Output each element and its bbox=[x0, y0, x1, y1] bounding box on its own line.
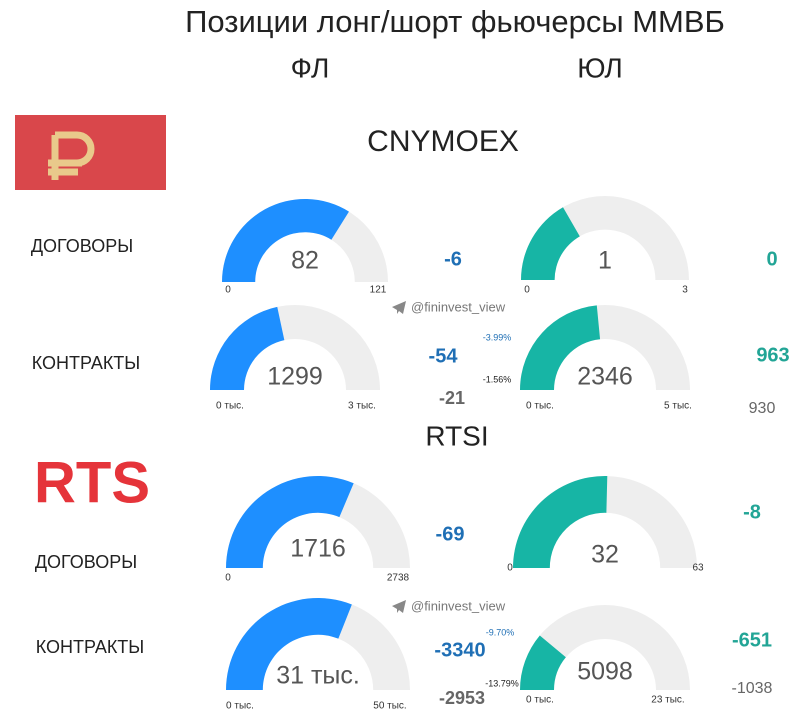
change-annotation: 930 bbox=[749, 400, 776, 417]
change-annotation: -8 bbox=[743, 501, 761, 523]
change-annotation: -651 bbox=[732, 629, 772, 651]
title: Позиции лонг/шорт фьючерсы ММВБ bbox=[185, 4, 725, 39]
change-annotation: -9.70% bbox=[486, 627, 515, 637]
rts-logo: RTS bbox=[34, 450, 150, 515]
gauge-arc bbox=[520, 635, 566, 690]
change-annotation: -3340 bbox=[434, 639, 485, 661]
gauge-tick-label: 23 тыс. bbox=[651, 695, 684, 706]
gauge-value: 1299 bbox=[267, 363, 323, 391]
row-label: ДОГОВОРЫ bbox=[35, 552, 137, 572]
gauge-value: 2346 bbox=[577, 363, 633, 391]
gauge-tick-label: 0 тыс. bbox=[526, 695, 554, 706]
change-annotation: -1038 bbox=[732, 680, 773, 697]
gauge-tick-label: 3 bbox=[682, 285, 688, 296]
change-annotation: -13.79% bbox=[485, 678, 519, 688]
gauge-arc bbox=[226, 597, 352, 690]
gauge-tick-label: 2738 bbox=[387, 573, 410, 584]
gauge-tick-label: 0 bbox=[225, 285, 231, 296]
change-annotation: -1.56% bbox=[483, 374, 512, 384]
gauge-track bbox=[520, 605, 690, 690]
change-annotation: 963 bbox=[756, 344, 789, 366]
watermark-text: @fininvest_view bbox=[411, 598, 506, 613]
gauge-tick-label: 0 bbox=[524, 285, 530, 296]
change-annotation: -21 bbox=[439, 388, 465, 408]
section-title: CNYMOEX bbox=[367, 125, 519, 158]
gauge-tick-label: 63 bbox=[692, 563, 704, 574]
change-annotation: -69 bbox=[436, 523, 465, 545]
gauge-tick-label: 0 тыс. bbox=[226, 701, 254, 712]
change-annotation: -2953 bbox=[439, 688, 485, 708]
gauge-tick-label: 0 bbox=[225, 573, 231, 584]
gauge-tick-label: 0 тыс. bbox=[216, 401, 244, 412]
column-header: ЮЛ bbox=[577, 52, 622, 83]
gauge-arc bbox=[513, 476, 608, 568]
gauge-value: 32 bbox=[591, 541, 619, 569]
column-header: ФЛ bbox=[291, 52, 330, 83]
gauge-tick-label: 121 bbox=[370, 285, 387, 296]
change-annotation: 0 bbox=[766, 248, 777, 270]
gauge-arc bbox=[222, 199, 349, 282]
watermark: @fininvest_view bbox=[392, 598, 506, 613]
gauge-value: 5098 bbox=[577, 658, 633, 686]
section-title: RTSI bbox=[425, 420, 488, 451]
change-annotation: -54 bbox=[429, 345, 459, 367]
gauge-arc bbox=[210, 306, 285, 390]
change-annotation: -3.99% bbox=[483, 332, 512, 342]
watermark: @fininvest_view bbox=[392, 299, 506, 314]
gauge-value: 82 bbox=[291, 247, 319, 275]
change-annotation: -6 bbox=[444, 248, 462, 270]
gauge-tick-label: 5 тыс. bbox=[664, 401, 692, 412]
gauge-arc bbox=[520, 305, 601, 390]
watermark-text: @fininvest_view bbox=[411, 299, 506, 314]
gauge-tick-label: 3 тыс. bbox=[348, 401, 376, 412]
gauge-tick-label: 50 тыс. bbox=[373, 701, 406, 712]
row-label: КОНТРАКТЫ bbox=[36, 637, 145, 657]
ruble-image bbox=[15, 115, 166, 190]
row-label: КОНТРАКТЫ bbox=[32, 353, 141, 373]
gauge-tick-label: 0 bbox=[507, 563, 513, 574]
row-label: ДОГОВОРЫ bbox=[31, 236, 133, 256]
gauge-tick-label: 0 тыс. bbox=[526, 401, 554, 412]
gauge-arc bbox=[226, 476, 354, 568]
gauge-arc bbox=[521, 207, 580, 280]
gauge-value: 1 bbox=[598, 247, 612, 275]
gauge-value: 1716 bbox=[290, 535, 346, 563]
gauge-value: 31 тыс. bbox=[276, 662, 360, 690]
